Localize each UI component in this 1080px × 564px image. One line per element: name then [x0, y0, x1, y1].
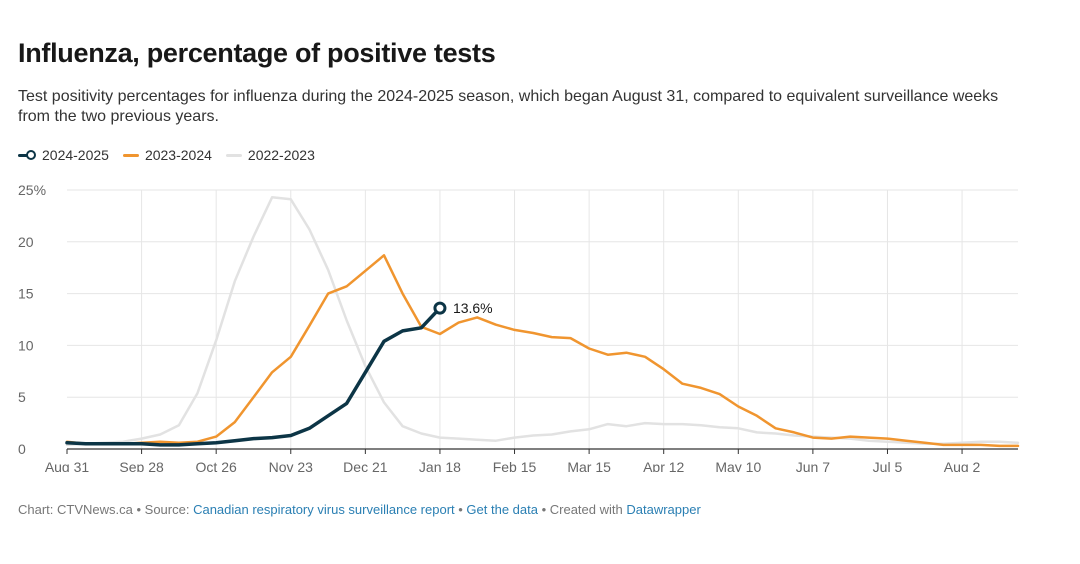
y-tick-label: 5: [18, 389, 26, 405]
y-tick-label: 25%: [18, 182, 46, 198]
y-tick-label: 15: [18, 286, 34, 302]
x-tick-label: Jan 18: [419, 459, 461, 472]
footer-credit: Chart: CTVNews.ca: [18, 502, 133, 517]
x-tick-label: May 10: [715, 459, 761, 472]
x-tick-label: Jun 7: [796, 459, 830, 472]
legend-item-2024-2025: 2024-2025: [18, 147, 109, 163]
legend-label-2022-2023: 2022-2023: [247, 147, 315, 163]
x-tick-label: Nov 23: [269, 459, 314, 472]
legend-item-2023-2024: 2023-2024: [122, 147, 212, 163]
footer-separator: • Created with: [537, 502, 627, 517]
series-line-2023-2024: [65, 254, 1020, 448]
series-line-2024-2025: [65, 306, 442, 447]
x-tick-label: Oct 26: [196, 459, 237, 472]
footer-separator: •: [454, 502, 467, 517]
source-link[interactable]: Canadian respiratory virus surveillance …: [193, 502, 455, 517]
legend-label-2023-2024: 2023-2024: [144, 147, 212, 163]
y-tick-label: 10: [18, 337, 34, 353]
y-tick-label: 0: [18, 441, 26, 457]
x-tick-label: Sep 28: [119, 459, 164, 472]
get-data-link[interactable]: Get the data: [466, 502, 538, 517]
legend-marker-2024-2025: [18, 150, 36, 160]
x-tick-label: Mar 15: [567, 459, 611, 472]
chart-footer: Chart: CTVNews.ca • Source: Canadian res…: [18, 502, 701, 517]
footer-separator: • Source:: [132, 502, 194, 517]
legend-swatch-2023-2024: [122, 153, 139, 157]
x-tick-label: Feb 15: [493, 459, 537, 472]
x-tick-label: Aug 2: [944, 459, 981, 472]
datawrapper-link[interactable]: Datawrapper: [626, 502, 701, 517]
legend-label-2024-2025: 2024-2025: [42, 147, 109, 163]
series-end-marker: [433, 301, 447, 315]
legend-swatch-2022-2023: [225, 153, 242, 157]
chart-title: Influenza, percentage of positive tests: [18, 38, 496, 68]
legend-item-2022-2023: 2022-2023: [225, 147, 315, 163]
series-line-2022-2023: [65, 196, 1020, 447]
line-chart: 0 5 10 15 20 25% Aug 31 Sep 28 Oct 26 Nov 23 Dec 2…: [18, 182, 1020, 472]
y-tick-label: 20: [18, 234, 34, 250]
data-label-latest: 13.6%: [453, 300, 493, 316]
chart-subtitle: Test positivity percentages for influenz…: [18, 88, 999, 125]
legend: 2024-2025 2023-2024 2022-2023: [18, 146, 329, 164]
x-tick-label: Apr 12: [643, 459, 684, 472]
x-tick-label: Jul 5: [873, 459, 903, 472]
x-tick-label: Aug 31: [45, 459, 90, 472]
x-tick-label: Dec 21: [343, 459, 388, 472]
